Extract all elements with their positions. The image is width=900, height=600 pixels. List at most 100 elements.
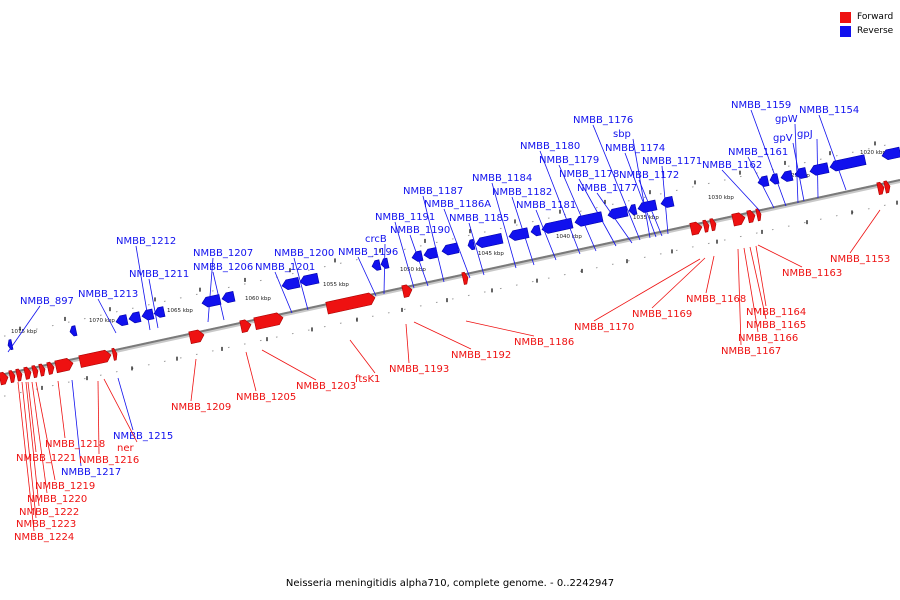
leader-line bbox=[148, 278, 159, 329]
gene-arrow-body bbox=[239, 319, 252, 334]
legend-swatch-reverse bbox=[840, 25, 851, 37]
leader-line bbox=[818, 114, 847, 191]
genome-caption: Neisseria meningitidis alpha710, complet… bbox=[285, 578, 615, 589]
leader-line bbox=[468, 222, 485, 276]
forward-gene-label-nmbb-1222: NMBB_1222 bbox=[19, 507, 79, 518]
gene-arrow-body bbox=[829, 154, 867, 172]
forward-gene-arrow bbox=[31, 365, 39, 379]
gene-arrow-body bbox=[111, 347, 118, 361]
forward-gene-arrow bbox=[239, 319, 252, 334]
leader-line bbox=[71, 379, 82, 467]
reverse-gene-arrow bbox=[281, 276, 301, 291]
leader-line bbox=[274, 271, 293, 314]
gene-arrow-body bbox=[883, 180, 891, 194]
reverse-gene-label-nmbb-1191: NMBB_1191 bbox=[375, 212, 435, 223]
forward-gene-label-ner: ner bbox=[117, 443, 134, 454]
gene-arrow-body bbox=[201, 294, 222, 308]
forward-gene-label-nmbb-1223: NMBB_1223 bbox=[16, 519, 76, 530]
reverse-gene-label-nmbb-1171: NMBB_1171 bbox=[642, 156, 702, 167]
reverse-gene-arrow bbox=[423, 247, 439, 260]
gene-arrow-body bbox=[78, 349, 112, 368]
reverse-gene-label-gpw: gpW bbox=[775, 114, 798, 125]
leader-line bbox=[97, 380, 100, 455]
forward-gene-arrow bbox=[8, 370, 16, 384]
forward-gene-arrow bbox=[38, 363, 46, 377]
leader-line bbox=[755, 245, 767, 307]
gene-arrow-body bbox=[628, 203, 638, 216]
reverse-gene-arrow bbox=[757, 175, 770, 187]
gene-arrow-body bbox=[541, 217, 574, 234]
forward-gene-label-nmbb-1169: NMBB_1169 bbox=[632, 309, 692, 320]
leader-line bbox=[27, 381, 37, 453]
reverse-gene-arrow bbox=[441, 242, 460, 256]
reverse-gene-label-nmbb-1159: NMBB_1159 bbox=[731, 100, 791, 111]
forward-gene-label-nmbb-1224: NMBB_1224 bbox=[14, 532, 74, 543]
leader-line bbox=[632, 138, 651, 239]
forward-gene-label-nmbb-1219: NMBB_1219 bbox=[35, 481, 95, 492]
reverse-gene-label-nmbb-1187: NMBB_1187 bbox=[403, 186, 463, 197]
gene-arrow-body bbox=[31, 365, 39, 379]
leader-line bbox=[25, 381, 40, 507]
reverse-gene-label-nmbb-1154: NMBB_1154 bbox=[799, 105, 859, 116]
gene-arrow-body bbox=[54, 358, 74, 374]
forward-gene-label-nmbb-1166: NMBB_1166 bbox=[738, 333, 798, 344]
leader-line bbox=[757, 244, 803, 268]
gene-arrow-body bbox=[508, 227, 530, 241]
reverse-gene-arrow bbox=[780, 170, 794, 182]
reverse-gene-arrow bbox=[607, 205, 629, 220]
leader-line bbox=[705, 255, 715, 294]
gene-arrow-body bbox=[637, 199, 658, 213]
leader-line bbox=[535, 209, 557, 261]
reverse-gene-arrow bbox=[411, 250, 424, 262]
gene-arrow-body bbox=[876, 181, 885, 195]
reverse-gene-label-nmbb-1178: NMBB_1178 bbox=[559, 169, 619, 180]
leader-line bbox=[293, 257, 309, 311]
leader-line bbox=[394, 221, 415, 289]
legend-item-reverse: Reverse bbox=[840, 24, 893, 38]
kbp-tick-label: 1050 kbp bbox=[400, 267, 426, 273]
leader-line bbox=[357, 256, 377, 297]
kbp-tick-label: 1075 kbp bbox=[11, 329, 37, 335]
gene-arrow-body bbox=[881, 146, 900, 161]
gene-arrow-body bbox=[441, 242, 460, 256]
reverse-gene-arrow bbox=[829, 154, 867, 172]
reverse-gene-arrow bbox=[371, 259, 382, 271]
reverse-gene-label-nmbb-1174: NMBB_1174 bbox=[605, 143, 665, 154]
leader-line bbox=[349, 339, 376, 374]
gene-arrow-body bbox=[731, 212, 746, 227]
gene-arrow-body bbox=[69, 325, 78, 337]
gene-arrow-body bbox=[423, 247, 439, 260]
leader-line bbox=[578, 178, 617, 247]
gene-arrow-body bbox=[702, 219, 710, 233]
reverse-gene-label-gpv: gpV bbox=[773, 133, 793, 144]
gene-arrow-body bbox=[746, 209, 756, 224]
reverse-gene-label-gpj: gpJ bbox=[797, 129, 813, 140]
forward-gene-label-nmbb-1168: NMBB_1168 bbox=[686, 294, 746, 305]
reverse-gene-arrow bbox=[69, 325, 78, 337]
gene-arrow-body bbox=[46, 361, 55, 375]
leader-line bbox=[207, 257, 214, 323]
leader-line bbox=[750, 109, 787, 207]
legend-item-forward: Forward bbox=[840, 10, 893, 24]
gene-arrow-body bbox=[709, 218, 717, 232]
forward-gene-label-nmbb-1164: NMBB_1164 bbox=[746, 307, 806, 318]
leader-line bbox=[413, 321, 472, 350]
leader-line bbox=[103, 378, 138, 443]
kbp-tick-label: 1030 kbp bbox=[708, 195, 734, 201]
reverse-gene-label-nmbb-1215: NMBB_1215 bbox=[113, 431, 173, 442]
gene-arrow-body bbox=[115, 314, 129, 327]
gene-arrow-body bbox=[221, 291, 236, 304]
gene-arrow-body bbox=[23, 366, 32, 380]
reverse-gene-arrow bbox=[530, 224, 542, 237]
reverse-gene-label-nmbb-1213: NMBB_1213 bbox=[78, 289, 138, 300]
reverse-gene-label-sbp: sbp bbox=[613, 129, 631, 140]
forward-gene-arrow bbox=[46, 361, 55, 375]
reverse-gene-label-nmbb-1206: NMBB_1206 bbox=[193, 262, 253, 273]
leader-line bbox=[624, 152, 657, 238]
forward-gene-label-nmbb-1167: NMBB_1167 bbox=[721, 346, 781, 357]
leader-line bbox=[117, 377, 134, 431]
forward-gene-label-nmbb-1205: NMBB_1205 bbox=[236, 392, 296, 403]
leader-line bbox=[721, 169, 761, 212]
gene-arrow-body bbox=[281, 276, 301, 291]
gene-arrow-body bbox=[141, 308, 155, 321]
